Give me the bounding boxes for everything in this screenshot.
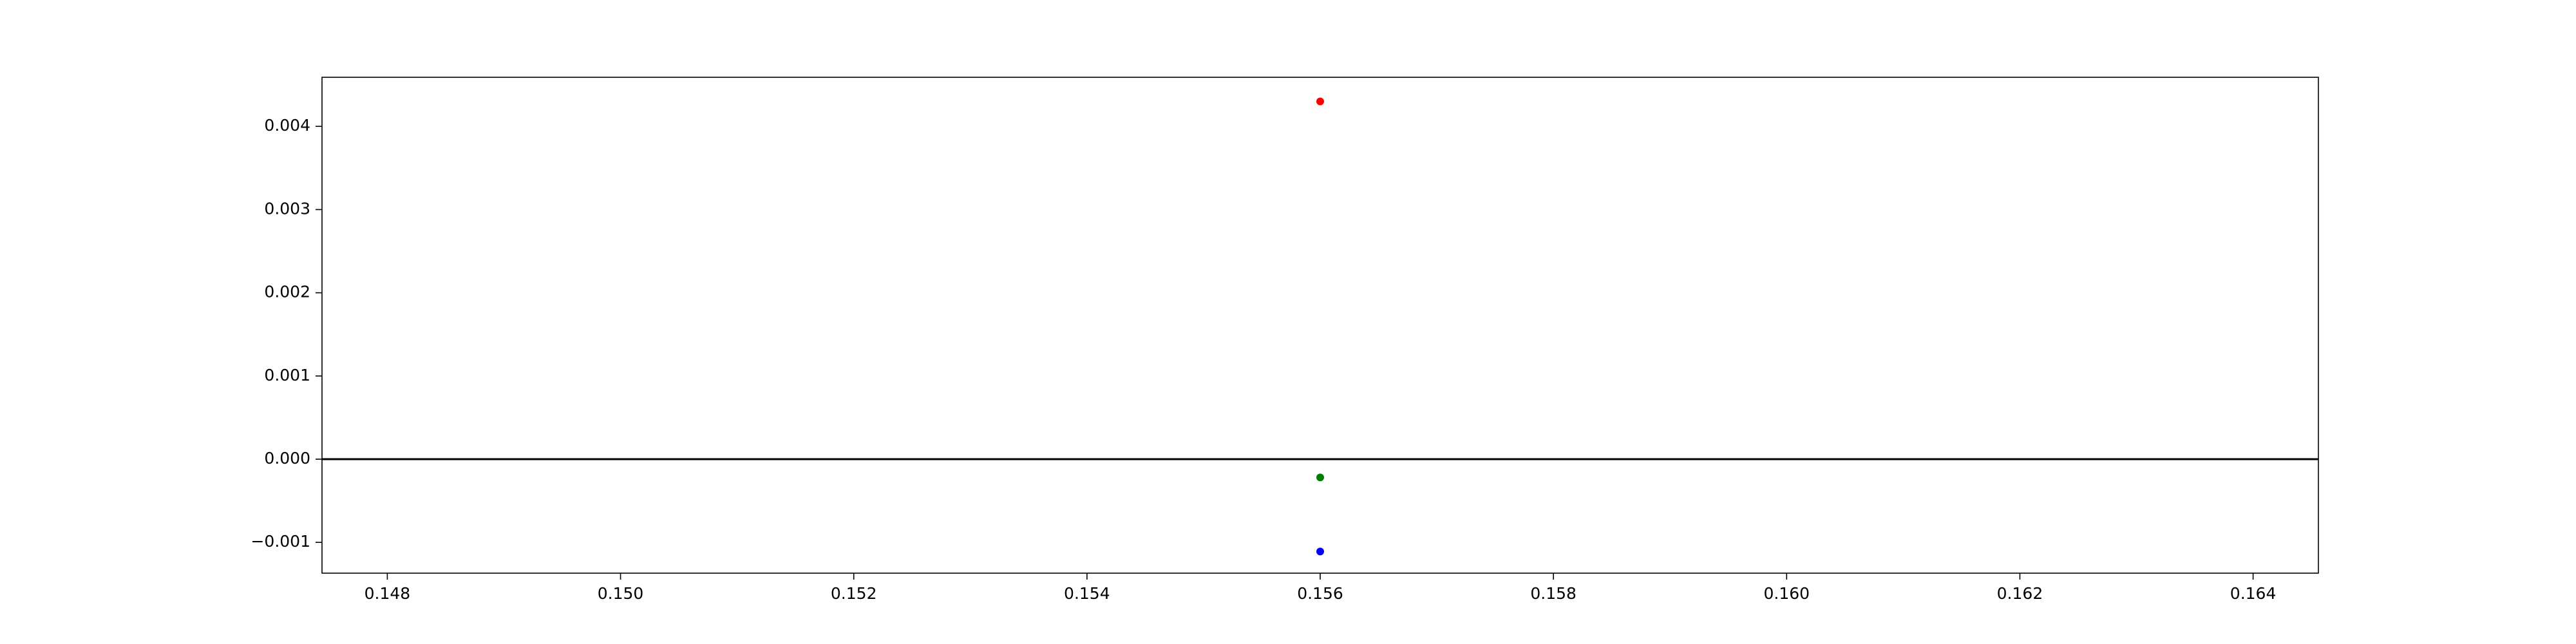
y-tick-label: 0.004 (264, 116, 310, 135)
y-tick-label: 0.001 (264, 366, 310, 384)
x-tick-label: 0.164 (2230, 584, 2277, 603)
x-axis: 0.148 0.150 0.152 0.154 0.156 0.158 0.160 0.162… (365, 573, 2277, 603)
y-tick-label: 0.002 (264, 283, 310, 301)
y-tick-label: 0.000 (264, 449, 310, 468)
data-point-series-1 (1316, 97, 1324, 106)
x-tick-label: 0.158 (1530, 584, 1577, 603)
y-axis: −0.001 0.000 0.001 0.002 0.003 0.004 (251, 116, 322, 551)
x-tick-label: 0.154 (1064, 584, 1110, 603)
x-tick-label: 0.152 (831, 584, 877, 603)
data-point-series-2 (1316, 473, 1324, 482)
x-tick-label: 0.148 (365, 584, 411, 603)
y-tick-label: 0.003 (264, 199, 310, 218)
data-points (1316, 97, 1324, 556)
x-tick-label: 0.162 (1997, 584, 2043, 603)
x-tick-label: 0.156 (1297, 584, 1343, 603)
plot-frame (321, 77, 2319, 574)
data-point-series-3 (1316, 547, 1324, 556)
y-tick-label: −0.001 (251, 532, 310, 551)
x-tick-label: 0.150 (598, 584, 644, 603)
x-tick-label: 0.160 (1764, 584, 1810, 603)
